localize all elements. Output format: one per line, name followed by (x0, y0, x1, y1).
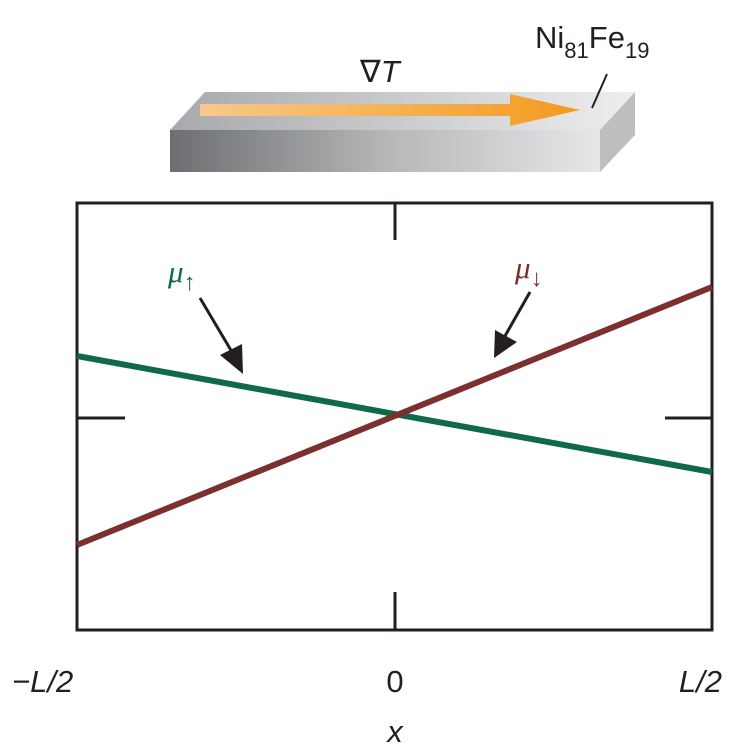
mu-down-arrow (494, 291, 532, 358)
x-tick-label: 0 (386, 664, 403, 699)
mu-down-label: μ↓ (514, 250, 543, 292)
ticks (77, 203, 712, 630)
x-tick-label: L/2 (679, 664, 722, 699)
gradient-arrow (200, 94, 580, 126)
x-tick-label: −L/2 (12, 664, 73, 699)
mu-down-line (75, 284, 714, 548)
material-label: Ni81Fe19 (535, 20, 649, 63)
x-axis-label: x (385, 714, 404, 749)
mu-up-arrow (198, 297, 243, 374)
slab (170, 73, 635, 172)
mu-up-label: μ↑ (167, 254, 196, 296)
gradient-label: ∇T (359, 54, 402, 89)
